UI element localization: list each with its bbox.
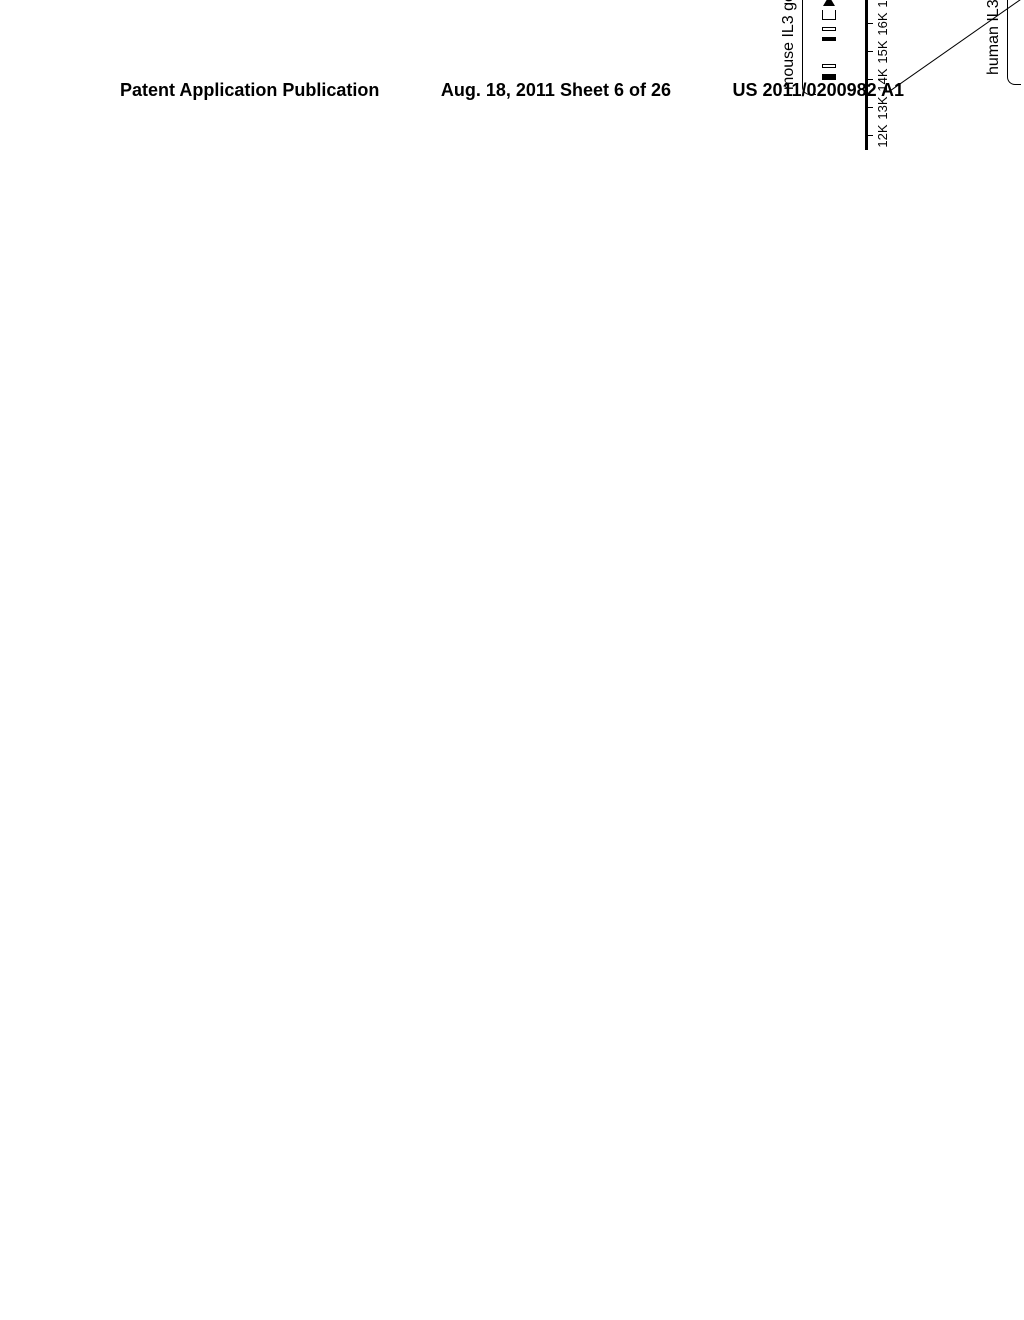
header-left: Patent Application Publication xyxy=(120,80,379,101)
human-il3-bracket xyxy=(1007,0,1021,85)
mouse-axis-ticks: 12K13K14K15K16K17K18K19K20K21K22K23K24K2… xyxy=(865,0,890,150)
axis-tick: 17K xyxy=(865,0,890,10)
figure-5e: mouse IL3 gene mouse GM-CSF gene 12K13K1… xyxy=(750,0,1024,160)
axis-tick: 16K xyxy=(865,10,890,38)
axis-tick: 15K xyxy=(865,38,890,66)
mouse-il3-exons xyxy=(822,0,841,80)
axis-tick: 13K xyxy=(865,94,890,122)
axis-tick: 14K xyxy=(865,66,890,94)
connector-left xyxy=(888,0,1024,92)
mouse-il3-bracket xyxy=(802,0,816,95)
human-il3-label: human IL3 gene xyxy=(985,0,1003,75)
axis-tick: 12K xyxy=(865,122,890,150)
mouse-il3-label: mouse IL3 gene xyxy=(780,0,798,90)
header-center: Aug. 18, 2011 Sheet 6 of 26 xyxy=(441,80,671,101)
